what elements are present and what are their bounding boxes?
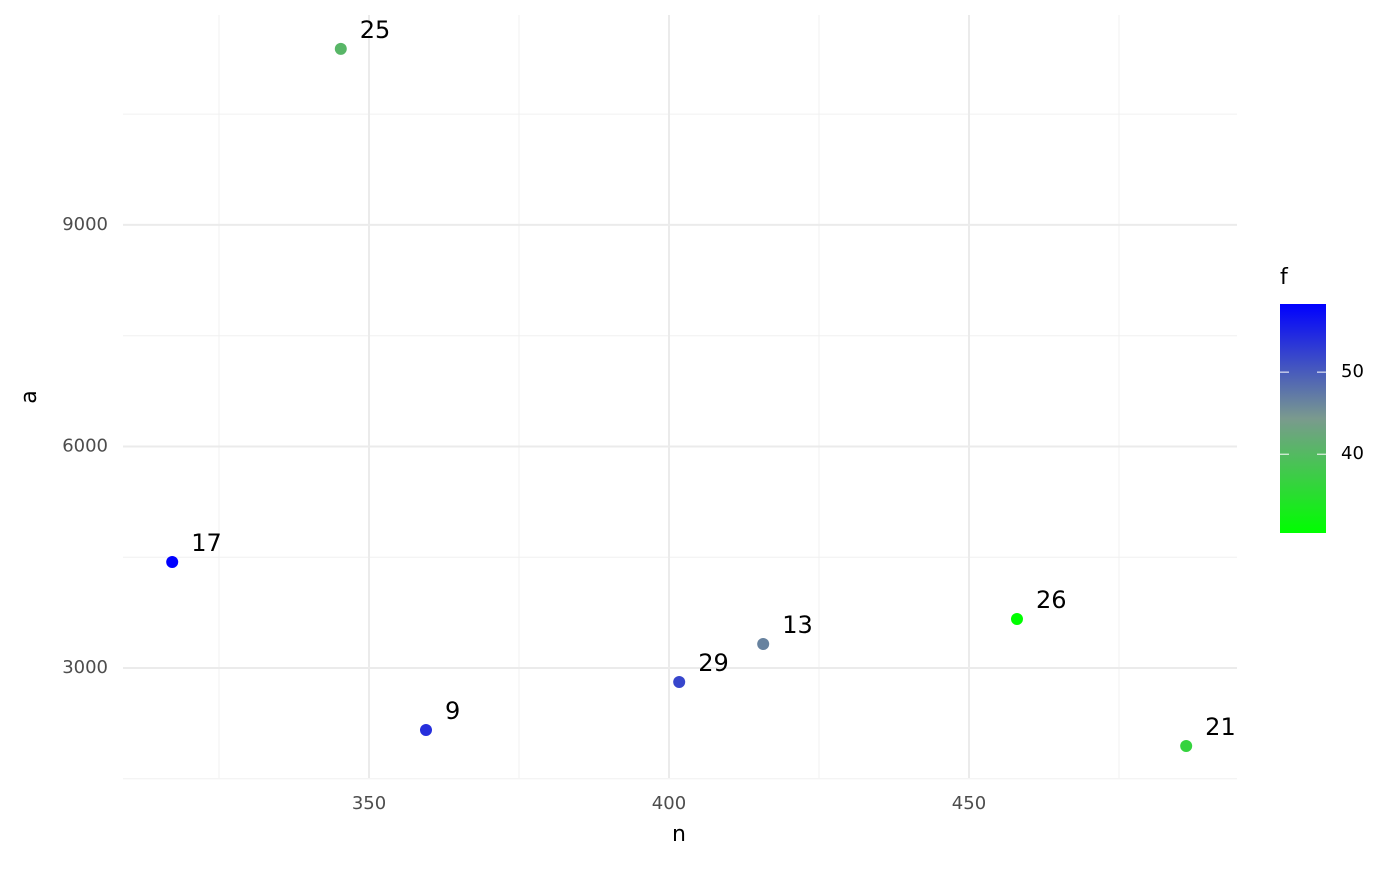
point-label: 17 [191,529,222,557]
point [757,637,770,650]
point-label: 26 [1036,586,1067,614]
y-tick-label: 6000 [62,435,108,456]
point-label: 9 [445,697,460,725]
point-label: 25 [360,16,391,44]
colorbar-tick-label: 50 [1341,361,1364,382]
colorbar [1280,304,1326,533]
point [1180,739,1193,752]
point-label: 29 [698,649,729,677]
y-tick-label: 9000 [62,214,108,235]
colorbar-title: f [1280,265,1289,290]
point [419,724,432,737]
y-axis-label: a [17,390,42,403]
x-axis-label: n [672,822,686,847]
point [166,556,179,569]
y-tick-label: 3000 [62,657,108,678]
point [334,42,347,55]
grid [123,15,1237,780]
x-tick-label: 350 [352,793,386,814]
colorbar-tick-label: 40 [1341,443,1364,464]
x-tick-label: 450 [952,793,986,814]
point [1010,613,1023,626]
point-label: 13 [782,611,813,639]
point [673,676,686,689]
x-tick-label: 400 [652,793,686,814]
point-label: 21 [1205,713,1236,741]
